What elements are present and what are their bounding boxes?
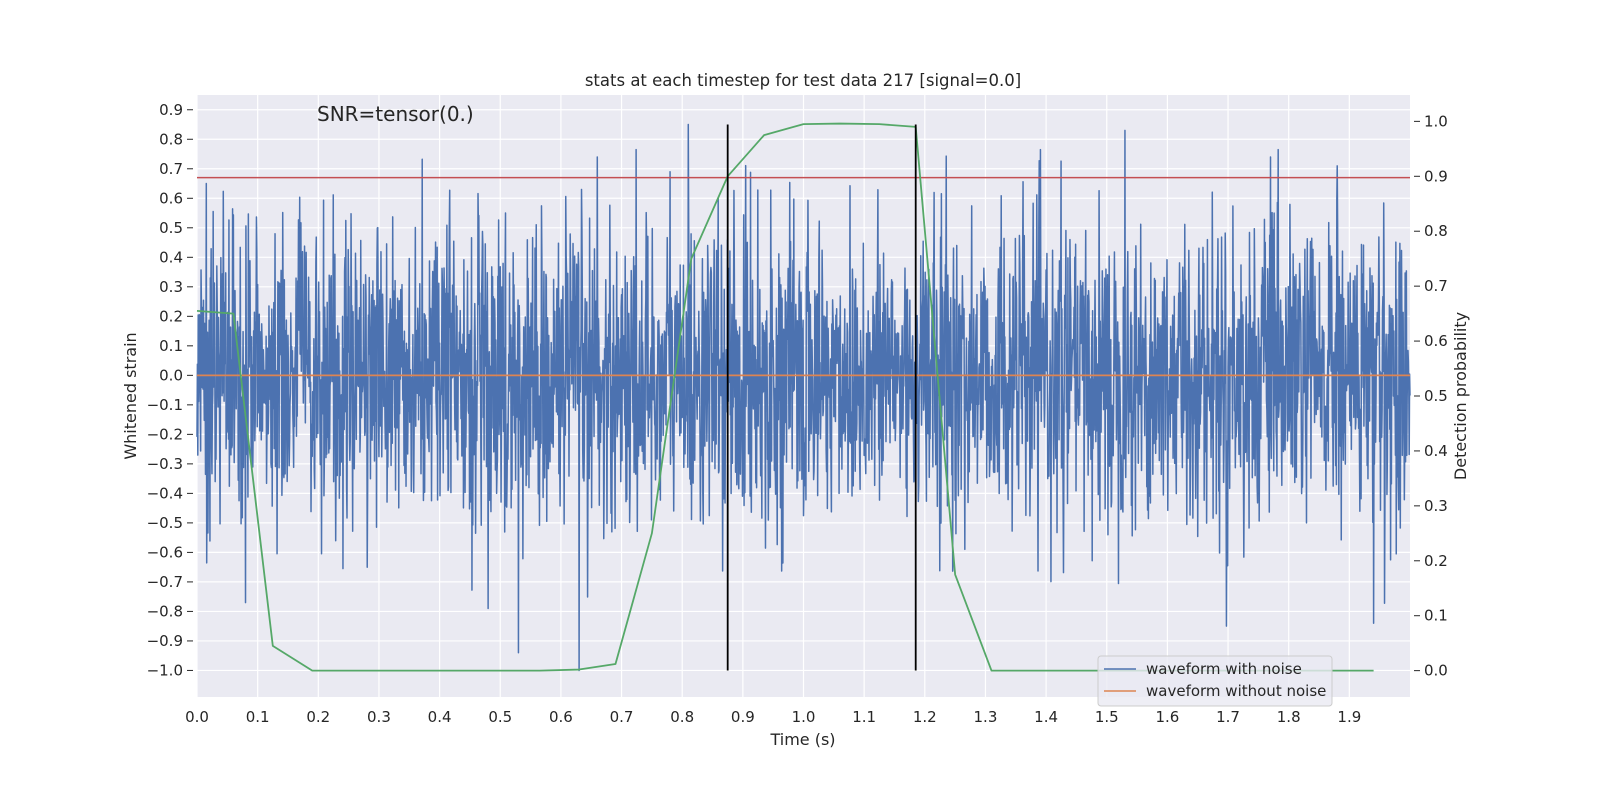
chart-title: stats at each timestep for test data 217… [585,71,1021,90]
y-left-tick-label: −1.0 [147,661,183,679]
x-axis-label: Time (s) [769,730,835,749]
y-left-tick-label: 0.2 [159,307,183,325]
x-tick-label: 0.9 [731,708,755,726]
x-tick-label: 1.2 [913,708,937,726]
x-tick-label: 1.0 [792,708,816,726]
x-tick-label: 1.5 [1095,708,1119,726]
y-left-tick-label: 0.6 [159,189,183,207]
y-axis-label-left: Whitened strain [121,332,140,459]
x-tick-label: 0.1 [246,708,270,726]
x-tick-label: 1.4 [1034,708,1058,726]
y-right-tick-label: 0.5 [1424,387,1448,405]
y-left-tick-label: −0.9 [147,632,183,650]
x-tick-label: 1.1 [852,708,876,726]
y-left-tick-label: 0.9 [159,101,183,119]
y-right-tick-label: 0.3 [1424,497,1448,515]
y-left-tick-label: −0.4 [147,484,183,502]
y-axis-label-right: Detection probability [1451,312,1470,480]
y-right-tick-labels: 1.0 0.9 0.8 0.7 0.6 0.5 0.4 0.3 0.2 0.1 0.0 [1414,112,1448,680]
legend-label-without-noise: waveform without noise [1146,682,1326,700]
y-right-tick-label: 0.9 [1424,167,1448,185]
y-left-tick-label: 0.1 [159,337,183,355]
x-tick-label: 1.3 [974,708,998,726]
series-waveform-with-noise [196,123,1411,672]
x-tick-label: 1.7 [1216,708,1240,726]
x-tick-label: 0.3 [367,708,391,726]
x-tick-label: 0.8 [670,708,694,726]
y-left-tick-label: −0.8 [147,602,183,620]
legend-box [1097,655,1333,707]
x-tick-label: 0.0 [185,708,209,726]
y-right-tick-label: 0.1 [1424,607,1448,625]
y-right-tick-label: 0.6 [1424,332,1448,350]
x-tick-label: 0.5 [488,708,512,726]
y-left-tick-label: −0.5 [147,514,183,532]
snr-annotation: SNR=tensor(0.) [317,102,474,126]
y-left-tick-label: 0.8 [159,130,183,148]
y-right-tick-label: 1.0 [1424,112,1448,130]
y-left-tick-label: 0.7 [159,160,183,178]
y-left-tick-label: 0.5 [159,219,183,237]
x-tick-labels: 0.0 0.1 0.2 0.3 0.4 0.5 0.6 0.7 0.8 0.9 1.0 1.1 1.2 1… [185,708,1361,726]
legend: waveform with noise waveform without noi… [1097,655,1333,707]
y-left-tick-label: 0.4 [159,248,183,266]
y-right-tick-label: 0.7 [1424,277,1448,295]
y-left-tick-labels: 0.9 0.8 0.7 0.6 0.5 0.4 0.3 0.2 0.1 0.0 −0.1 −0.2 −0… [147,101,193,679]
y-left-tick-label: −0.2 [147,425,183,443]
y-left-tick-label: −0.1 [147,396,183,414]
y-right-tick-label: 0.0 [1424,662,1448,680]
y-left-tick-label: −0.7 [147,573,183,591]
x-tick-label: 0.7 [610,708,634,726]
y-left-tick-label: −0.3 [147,455,183,473]
x-tick-label: 1.9 [1337,708,1361,726]
legend-label-with-noise: waveform with noise [1146,660,1302,678]
x-tick-label: 1.8 [1277,708,1301,726]
x-tick-label: 0.2 [306,708,330,726]
y-left-tick-label: −0.6 [147,543,183,561]
y-left-tick-label: 0.3 [159,278,183,296]
x-tick-label: 1.6 [1155,708,1179,726]
x-tick-label: 0.4 [428,708,452,726]
y-left-tick-label: 0.0 [159,366,183,384]
x-tick-label: 0.6 [549,708,573,726]
y-right-tick-label: 0.4 [1424,442,1448,460]
y-right-tick-label: 0.2 [1424,552,1448,570]
y-right-tick-label: 0.8 [1424,222,1448,240]
